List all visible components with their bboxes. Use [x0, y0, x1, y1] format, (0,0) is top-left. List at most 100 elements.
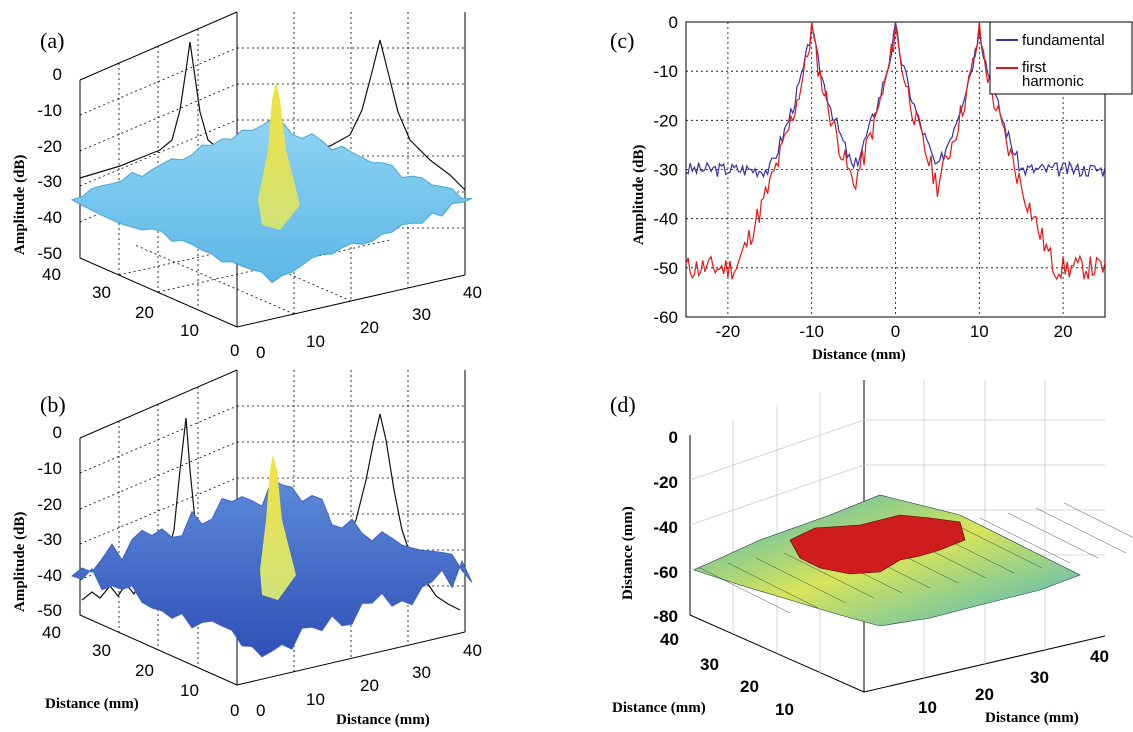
- y-axis-label-c: Amplitude (dB): [631, 145, 647, 245]
- y-tick: 20: [135, 303, 154, 322]
- mesh-line: [979, 517, 1071, 564]
- z-tick: -20: [37, 137, 62, 156]
- z-tick: -10: [37, 459, 62, 478]
- z-tick: -30: [37, 530, 62, 549]
- y-tick: 10: [180, 321, 199, 340]
- z-ticks-d: 0 -20 -40 -60 -80: [653, 428, 678, 626]
- z-tick: 0: [53, 423, 62, 442]
- back-wall-left: [79, 80, 238, 328]
- z-tick: -30: [37, 172, 62, 191]
- x-tick: 10: [306, 332, 325, 351]
- y-tick: 10: [180, 681, 199, 700]
- y-tick: 40: [660, 630, 679, 649]
- y-ticks-a: 40 30 20 10 0: [42, 265, 239, 360]
- y-tick: -40: [653, 210, 678, 229]
- legend-label-first-harmonic: first harmonic: [1022, 59, 1084, 90]
- z-tick: -40: [653, 518, 678, 537]
- x-tick: 0: [256, 343, 265, 362]
- z-axis-label-a: Amplitude (dB): [12, 155, 28, 255]
- back-wall-top: [79, 11, 238, 81]
- z-tick: -20: [653, 473, 678, 492]
- series-fundamental: [685, 21, 1106, 179]
- z-tick: -60: [653, 563, 678, 582]
- mesh-line: [1035, 507, 1127, 554]
- x-ticks-d: 10 20 30 40: [918, 647, 1109, 717]
- panel-d: (d) 0 -20 -40 -60 -80 Distance (mm) 40 3…: [610, 380, 1133, 726]
- y-tick: 0: [230, 341, 239, 360]
- y-tick: 0: [669, 13, 678, 32]
- z-tick: -80: [653, 607, 678, 626]
- mesh-line: [1007, 512, 1099, 559]
- x-tick: -10: [799, 322, 824, 341]
- z-tick: -10: [37, 101, 62, 120]
- y-tick: 20: [740, 677, 759, 696]
- surface-peak-a: [258, 82, 300, 230]
- y-tick: -50: [653, 259, 678, 278]
- x-tick: 30: [412, 663, 431, 682]
- mesh-line: [699, 567, 791, 614]
- x-tick: 40: [463, 641, 482, 660]
- z-ticks-a: 0 -10 -20 -30 -40 -50: [37, 65, 62, 263]
- legend-label-fundamental: fundamental: [1022, 32, 1105, 49]
- x-tick: 10: [306, 690, 325, 709]
- x-tick: 40: [463, 283, 482, 302]
- z-tick: -40: [37, 566, 62, 585]
- x-axis-label-b: Distance (mm): [336, 712, 430, 728]
- y-tick: 30: [92, 283, 111, 302]
- y-ticks-c: 0 -10 -20 -30 -40 -50 -60: [653, 13, 678, 327]
- y-tick: 30: [92, 641, 111, 660]
- surface-peak-b: [260, 455, 296, 600]
- x-tick: 10: [918, 698, 937, 717]
- y-tick: 20: [135, 661, 154, 680]
- mesh-line: [755, 557, 847, 604]
- y-tick: 0: [230, 701, 239, 720]
- y-ticks-d: 40 30 20 10: [660, 630, 794, 719]
- panel-c: (c) 0 -10 -20 -30 -40 -50 -60 -20 -10 0 10 20 Ampl…: [610, 13, 1133, 363]
- z-tick: 0: [669, 428, 678, 447]
- back-wall-left-b: [79, 438, 238, 686]
- y-tick: 10: [775, 700, 794, 719]
- legend-label-line1: first: [1022, 59, 1047, 76]
- panel-a: (a) 0 -10 -20 -30 -40: [12, 11, 482, 362]
- mesh-line: [1063, 502, 1133, 538]
- legend-label-line2: harmonic: [1022, 73, 1084, 90]
- surface-hotspot-d: [789, 514, 966, 575]
- x-ticks-a: 0 10 20 30 40: [256, 283, 482, 362]
- x-tick: 0: [891, 322, 900, 341]
- x-tick: 30: [412, 305, 431, 324]
- x-ticks-b: 0 10 20 30 40: [256, 641, 482, 720]
- x-tick: -20: [716, 322, 741, 341]
- z-tick: -40: [37, 208, 62, 227]
- panel-letter-c: (c): [610, 28, 634, 53]
- z-tick: -50: [37, 601, 62, 620]
- x-tick: 10: [970, 322, 989, 341]
- mesh-line: [727, 562, 819, 609]
- x-tick: 20: [360, 318, 379, 337]
- y-tick: -30: [653, 161, 678, 180]
- legend-box: [989, 21, 1133, 95]
- y-axis-label-d: Distance (mm): [612, 700, 706, 716]
- y-tick: 30: [700, 655, 719, 674]
- z-tick: -50: [37, 244, 62, 263]
- y-tick: 40: [42, 623, 61, 642]
- z-axis-label-b: Amplitude (dB): [12, 512, 28, 612]
- x-tick: 40: [1090, 647, 1109, 666]
- panel-letter-d: (d): [610, 392, 636, 417]
- grid-c: [686, 22, 1105, 317]
- y-tick: -20: [653, 111, 678, 130]
- x-tick: 0: [256, 701, 265, 720]
- projection-left-a: [79, 41, 238, 179]
- x-tick: 20: [360, 676, 379, 695]
- x-tick: 20: [1054, 322, 1073, 341]
- x-tick: 30: [1030, 668, 1049, 687]
- y-tick: 40: [42, 265, 61, 284]
- back-wall-right: [236, 12, 466, 328]
- mesh-line: [951, 522, 1043, 569]
- x-axis-label-d: Distance (mm): [985, 710, 1079, 726]
- x-axis-label-c: Distance (mm): [812, 347, 906, 363]
- panel-b: (b) 0 -10 -20 -30 -40 -50 Amplitude (dB): [12, 369, 482, 728]
- back-wall-right-d: [863, 380, 1106, 693]
- mesh-line: [783, 552, 875, 599]
- x-tick: 20: [975, 685, 994, 704]
